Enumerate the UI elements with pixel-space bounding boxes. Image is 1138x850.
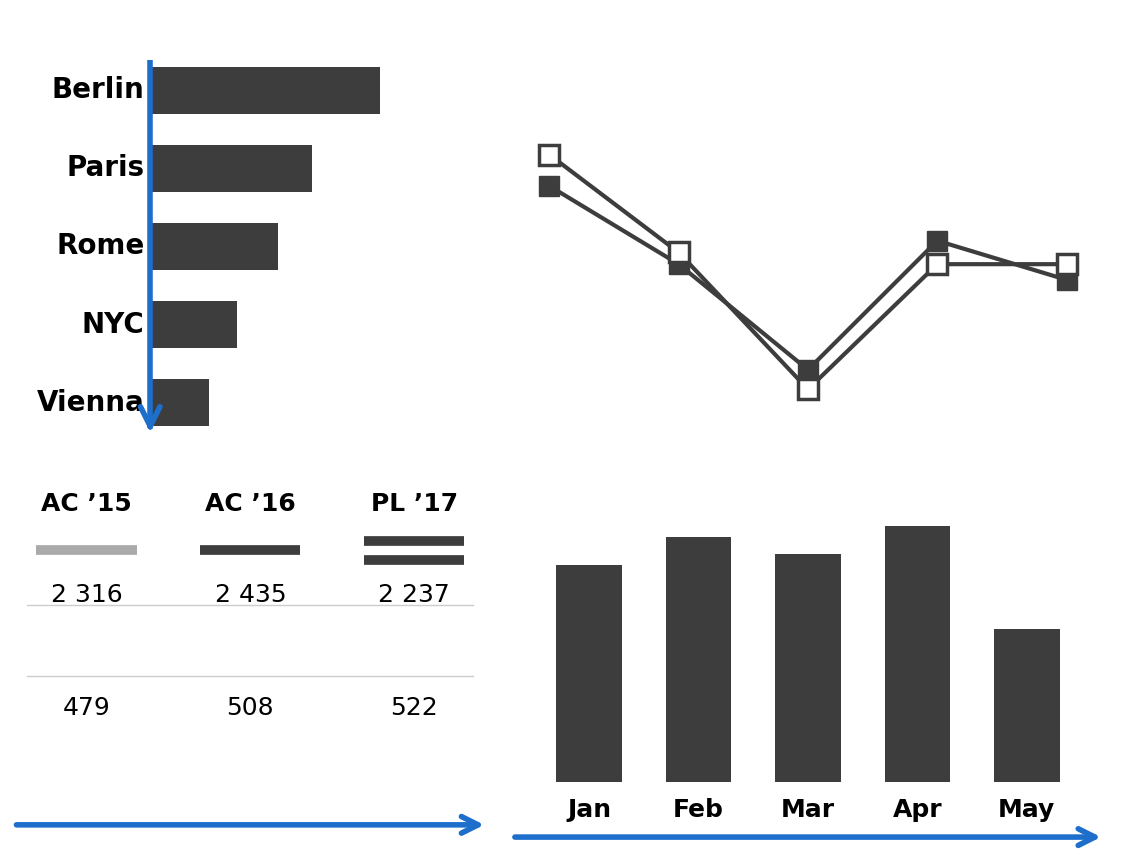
Bar	[775, 554, 841, 782]
Bar	[148, 66, 380, 114]
Text: AC ’16: AC ’16	[205, 492, 296, 516]
Bar	[148, 223, 278, 270]
Bar	[666, 537, 732, 782]
Bar	[148, 301, 237, 348]
Bar	[148, 379, 209, 427]
Text: AC ’15: AC ’15	[41, 492, 132, 516]
Text: PL ’17: PL ’17	[371, 492, 457, 516]
Text: Rome: Rome	[56, 233, 145, 260]
Text: 2 316: 2 316	[50, 582, 123, 607]
Text: NYC: NYC	[82, 311, 145, 338]
Text: 2 237: 2 237	[378, 582, 451, 607]
Text: Paris: Paris	[66, 155, 145, 182]
Text: Berlin: Berlin	[51, 76, 145, 104]
Text: 508: 508	[226, 695, 274, 720]
Bar	[993, 629, 1059, 782]
Bar	[556, 565, 622, 782]
Bar	[884, 526, 950, 782]
Text: Vienna: Vienna	[36, 389, 145, 416]
Bar	[148, 144, 312, 192]
Text: 2 435: 2 435	[215, 582, 286, 607]
Text: 522: 522	[390, 695, 438, 720]
Text: 479: 479	[63, 695, 110, 720]
